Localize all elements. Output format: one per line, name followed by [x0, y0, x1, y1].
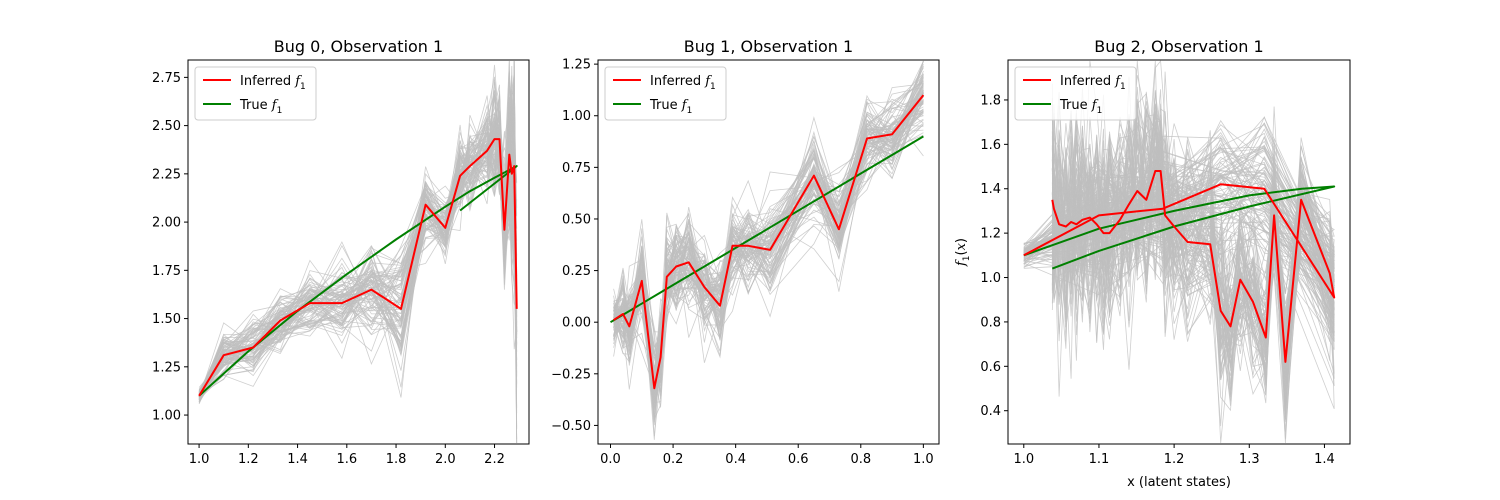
- y-tick-label: 2.25: [152, 167, 181, 182]
- posterior-sample-line: [613, 93, 924, 380]
- x-tick-label: 0.6: [788, 452, 809, 467]
- x-tick-label: 1.0: [189, 452, 210, 467]
- x-tick-label: 1.1: [1089, 452, 1110, 467]
- x-tick-label: 2.2: [484, 452, 505, 467]
- y-tick-label: 1.00: [152, 409, 181, 424]
- x-tick-label: 0.8: [850, 452, 871, 467]
- y-axis-label: f1(x): [954, 238, 972, 267]
- y-tick-label: 0.25: [562, 264, 591, 279]
- x-tick-label: 1.0: [913, 452, 934, 467]
- y-tick-label: 0.75: [562, 161, 591, 176]
- posterior-sample-line: [1023, 115, 1335, 414]
- posterior-sample-line: [1023, 135, 1335, 387]
- y-tick-label: −0.50: [551, 419, 591, 434]
- series-line-true: [609, 135, 924, 324]
- series-lines: [609, 94, 925, 390]
- posterior-sample-line: [613, 77, 924, 379]
- series-line-inferred: [1023, 170, 1336, 363]
- series-lines: [1023, 170, 1336, 363]
- legend: Inferred f1 True f1: [194, 66, 317, 121]
- series-lines: [198, 138, 518, 397]
- y-tick-label: −0.25: [551, 367, 591, 382]
- posterior-sample-line: [613, 92, 924, 388]
- legend: Inferred f1 True f1: [1014, 66, 1137, 121]
- y-tick-label: 2.00: [152, 216, 181, 231]
- posterior-sample-line: [613, 99, 924, 421]
- y-tick-label: 1.75: [152, 264, 181, 279]
- x-tick-label: 1.3: [1239, 452, 1260, 467]
- chart-title: Bug 0, Observation 1: [274, 37, 443, 56]
- posterior-sample-line: [613, 114, 924, 394]
- x-tick-label: 2.0: [435, 452, 456, 467]
- chart-bug-0: Bug 0, Observation 1 1.0 1.2 1.4 1.6 1.8 2.0 2…: [152, 37, 530, 467]
- y-tick-label: 2.50: [152, 119, 181, 134]
- posterior-sample-line: [1023, 113, 1335, 410]
- y-tick-label: 1.8: [980, 93, 1001, 108]
- legend-label-inferred: Inferred f1: [650, 74, 716, 92]
- legend-label-inferred: Inferred f1: [1060, 74, 1126, 92]
- x-axis-ticks: 0.0 0.2 0.4 0.6 0.8 1.0: [600, 444, 934, 467]
- plot-frame: [187, 59, 530, 445]
- posterior-sample-line: [1023, 145, 1335, 376]
- x-axis-ticks: 1.0 1.1 1.2 1.3 1.4: [1013, 444, 1335, 467]
- x-tick-label: 1.4: [287, 452, 308, 467]
- y-tick-label: 0.50: [562, 212, 591, 227]
- chart-title: Bug 2, Observation 1: [1094, 37, 1263, 56]
- y-tick-label: 0.4: [980, 404, 1001, 419]
- y-tick-label: 1.2: [980, 227, 1001, 242]
- posterior-sample-line: [198, 92, 518, 392]
- y-tick-label: 0.00: [562, 316, 591, 331]
- legend: Inferred f1 True f1: [604, 66, 727, 121]
- y-tick-label: 1.4: [980, 182, 1001, 197]
- y-tick-label: 1.0: [980, 271, 1001, 286]
- x-tick-label: 1.8: [386, 452, 407, 467]
- y-tick-label: 0.8: [980, 315, 1001, 330]
- x-tick-label: 1.2: [1164, 452, 1185, 467]
- x-tick-label: 1.0: [1013, 452, 1034, 467]
- y-tick-label: 1.25: [562, 58, 591, 73]
- series-line-inferred: [198, 138, 518, 397]
- posterior-sample-line: [1023, 127, 1335, 370]
- y-tick-label: 1.00: [562, 109, 591, 124]
- posterior-sample-line: [1023, 119, 1335, 369]
- x-tick-label: 0.2: [663, 452, 684, 467]
- plot-frame: [597, 59, 940, 445]
- x-tick-label: 1.4: [1314, 452, 1335, 467]
- plot-frame: [1007, 59, 1351, 445]
- y-axis-ticks: 1.00 1.25 1.50 1.75 2.00 2.25 2.50 2.75: [152, 71, 188, 424]
- y-tick-label: 1.25: [152, 360, 181, 375]
- legend-label-inferred: Inferred f1: [240, 74, 306, 92]
- y-axis-ticks: 0.4 0.6 0.8 1.0 1.2 1.4 1.6 1.8: [980, 93, 1008, 419]
- posterior-sample-line: [198, 114, 518, 444]
- x-tick-label: 1.2: [238, 452, 259, 467]
- y-tick-label: 1.6: [980, 138, 1001, 153]
- y-axis-ticks: −0.50 −0.25 0.00 0.25 0.50 0.75 1.00 1.25: [551, 58, 598, 434]
- series-line-inferred: [613, 94, 925, 390]
- chart-bug-1: Bug 1, Observation 1 0.0 0.2 0.4 0.6 0.8 1.0 …: [551, 37, 940, 467]
- chart-bug-2: Bug 2, Observation 1 1.0 1.1 1.2 1.3 1.4 0.4…: [954, 37, 1351, 490]
- series-line-true: [1023, 185, 1336, 270]
- posterior-sample-line: [1023, 92, 1335, 381]
- posterior-sample-line: [613, 92, 924, 398]
- x-tick-label: 0.0: [600, 452, 621, 467]
- posterior-sample-line: [1023, 123, 1335, 401]
- y-tick-label: 2.75: [152, 71, 181, 86]
- x-axis-label: x (latent states): [1127, 475, 1231, 490]
- legend-label-true: True f1: [239, 98, 282, 116]
- x-tick-label: 0.4: [725, 452, 746, 467]
- legend-label-true: True f1: [1059, 98, 1102, 116]
- series-line-true: [198, 165, 518, 397]
- x-tick-label: 1.6: [336, 452, 357, 467]
- posterior-sample-line: [1023, 103, 1335, 395]
- y-tick-label: 1.50: [152, 312, 181, 327]
- chart-title: Bug 1, Observation 1: [684, 37, 853, 56]
- y-tick-label: 0.6: [980, 360, 1001, 375]
- legend-label-true: True f1: [649, 98, 692, 116]
- x-axis-ticks: 1.0 1.2 1.4 1.6 1.8 2.0 2.2: [189, 444, 505, 467]
